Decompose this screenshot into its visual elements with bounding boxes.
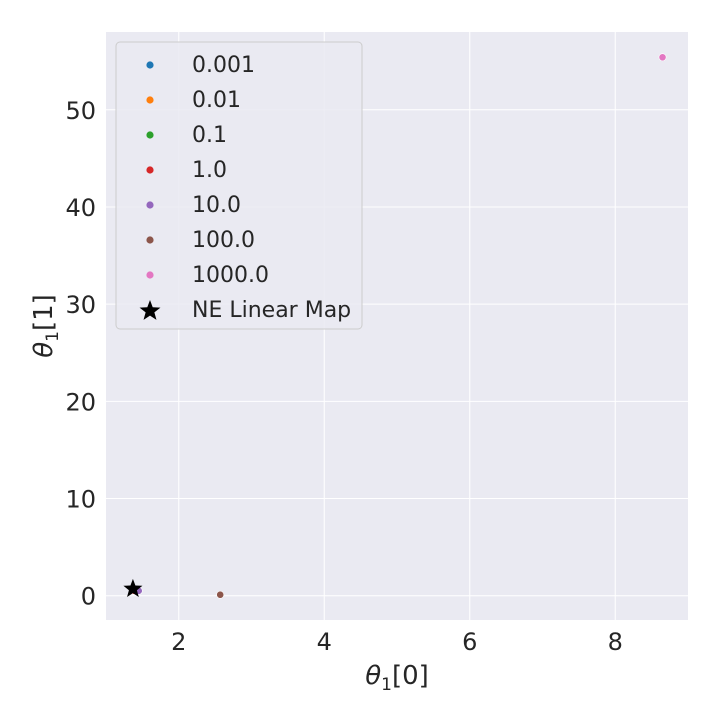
y-tick-label: 30 — [65, 291, 96, 319]
y-tick-label: 20 — [65, 388, 96, 416]
tick-labels: 2 4 6 8 0 10 20 30 40 50 — [65, 97, 622, 656]
y-tick-label: 50 — [65, 97, 96, 125]
legend-marker — [146, 236, 154, 244]
legend-label: 1000.0 — [192, 263, 269, 288]
legend-marker — [146, 131, 154, 139]
legend-marker — [146, 166, 154, 174]
legend-marker — [146, 96, 154, 104]
legend-label: 0.01 — [192, 88, 241, 113]
legend-label: 0.001 — [192, 53, 255, 78]
data-points — [123, 53, 667, 599]
x-axis-label: θ1[0] — [365, 661, 429, 695]
legend-label: 1.0 — [192, 158, 227, 183]
legend-label: 100.0 — [192, 228, 255, 253]
legend-marker — [146, 61, 154, 69]
legend-box — [115, 41, 363, 330]
y-tick-label: 10 — [65, 486, 96, 514]
x-tick-label: 2 — [171, 628, 186, 656]
legend-marker — [146, 201, 154, 209]
legend-marker — [146, 271, 154, 279]
data-point — [658, 53, 667, 62]
legend-label: 0.1 — [192, 123, 227, 148]
legend-marker-star — [139, 300, 161, 320]
data-point — [216, 590, 225, 599]
data-point-star — [123, 578, 143, 597]
x-tick-label: 8 — [608, 628, 623, 656]
y-axis-label: θ1[1] — [29, 294, 63, 358]
x-tick-label: 4 — [317, 628, 332, 656]
x-tick-label: 6 — [462, 628, 477, 656]
y-tick-label: 0 — [81, 583, 96, 611]
y-tick-label: 40 — [65, 194, 96, 222]
legend-label: 10.0 — [192, 193, 241, 218]
legend-label: NE Linear Map — [192, 298, 351, 323]
legend-items: 0.001 0.01 0.1 1.0 10.0 100.0 1000.0 NE Linear … — [139, 53, 351, 323]
legend: 0.001 0.01 0.1 1.0 10.0 100.0 1000.0 NE Linear … — [115, 41, 363, 330]
